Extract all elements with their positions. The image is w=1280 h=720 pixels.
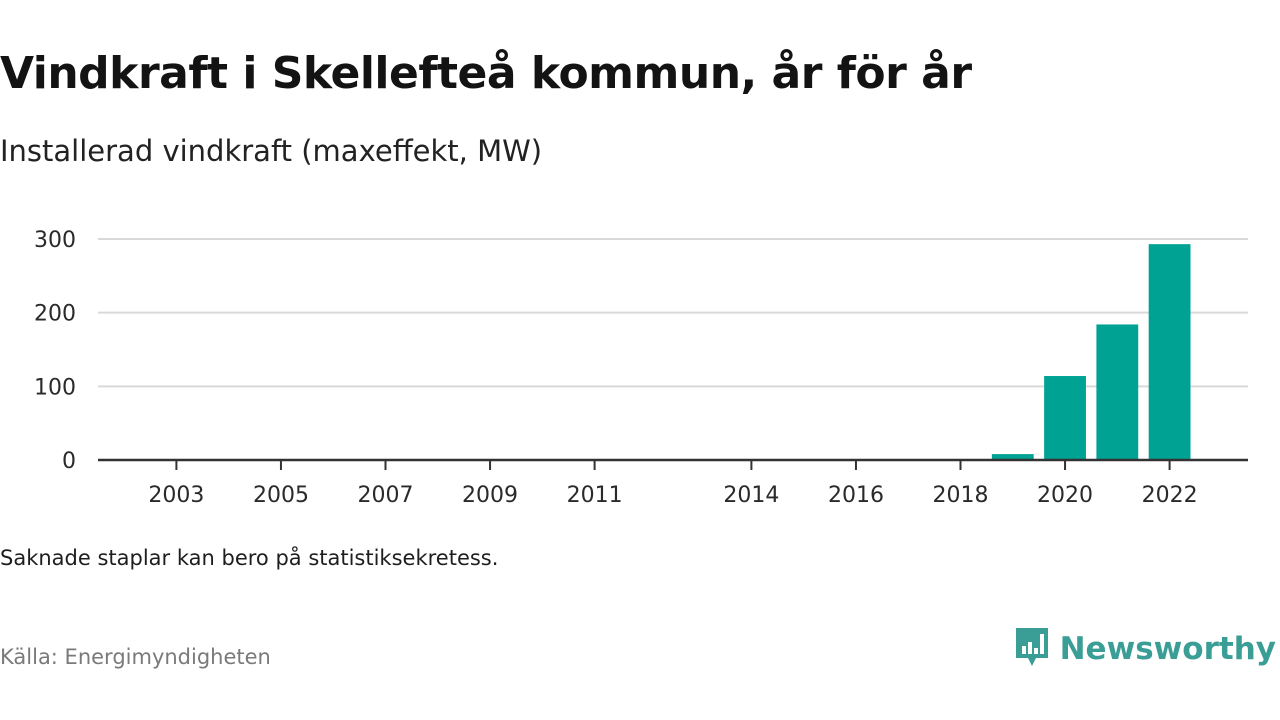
bar-2022 (1148, 244, 1191, 460)
y-tick-label: 200 (34, 302, 76, 327)
y-tick-label: 100 (34, 375, 76, 400)
source-text: Källa: Energimyndigheten (0, 645, 271, 669)
footnote: Saknade staplar kan bero på statistiksek… (0, 546, 499, 570)
label-layer: 0 100 200 300 2003 2005 2007 2009 2011 2014 2016 20… (34, 228, 1198, 508)
x-tick-label: 2022 (1142, 483, 1198, 508)
y-tick-label: 300 (34, 228, 76, 253)
x-tick-label: 2005 (253, 483, 309, 508)
x-tick-label: 2007 (358, 483, 414, 508)
bar-2020 (1044, 376, 1086, 460)
brand-logo: Newsworthy (1014, 626, 1276, 672)
x-tick-label: 2016 (828, 483, 884, 508)
x-tick-label: 2014 (723, 483, 779, 508)
bar-2019 (991, 454, 1034, 460)
x-tick-label: 2003 (148, 483, 204, 508)
axis-layer (98, 458, 1248, 470)
newsworthy-logo-icon (1014, 626, 1050, 672)
bar-2021 (1096, 324, 1139, 460)
x-tick-label: 2018 (933, 483, 989, 508)
chart-title: Vindkraft i Skellefteå kommun, år för år (0, 48, 972, 99)
bar-layer (991, 244, 1191, 460)
x-tick-label: 2020 (1037, 483, 1093, 508)
x-tick-label: 2009 (462, 483, 518, 508)
y-tick-label: 0 (62, 449, 76, 474)
bar-chart: 0 100 200 300 2003 2005 2007 2009 2011 2014 2016 20… (34, 228, 1248, 508)
x-tick-label: 2011 (567, 483, 623, 508)
chart-subtitle: Installerad vindkraft (maxeffekt, MW) (0, 134, 543, 168)
grid-layer (98, 238, 1248, 388)
brand-name: Newsworthy (1059, 631, 1276, 667)
